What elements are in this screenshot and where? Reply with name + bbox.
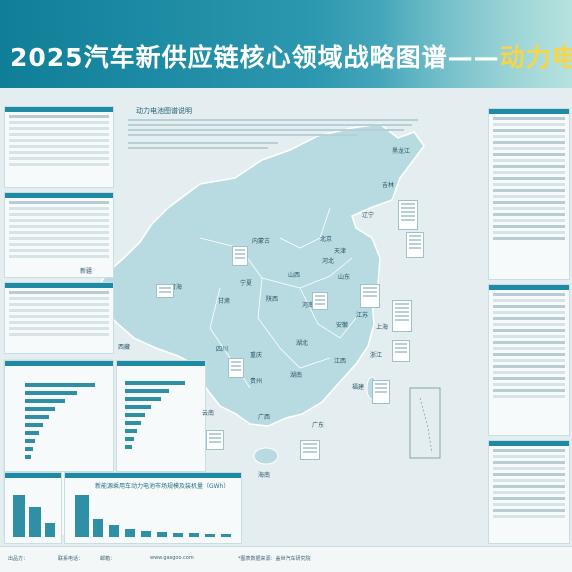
label-tianjin: 天津 [334, 248, 347, 255]
left-chart-caption [5, 366, 113, 376]
label-jiangxi: 江西 [334, 358, 347, 365]
left-panel-1 [4, 106, 114, 188]
label-jilin: 吉林 [382, 182, 395, 189]
label-hebei: 河北 [322, 258, 335, 265]
label-anhui: 安徽 [336, 322, 349, 329]
map-box [156, 284, 174, 298]
map-box [392, 340, 410, 362]
footer-item: *图表数据来源：盖世汽车研究院 [238, 556, 311, 562]
label-hubei: 湖北 [296, 340, 309, 347]
poster-title: 2025汽车新供应链核心领域战略图谱——动力电 [10, 38, 572, 74]
right-panel-1 [488, 108, 570, 280]
label-guangxi: 广西 [258, 414, 271, 421]
south-sea-inset [409, 387, 441, 459]
footer-item: 邮箱： [100, 556, 116, 562]
left-chart-panel [4, 360, 114, 472]
footer-item: www.gasgoo.com [150, 555, 194, 561]
legend-title: 动力电池图谱说明 [136, 107, 192, 115]
label-neimenggu: 内蒙古 [252, 238, 271, 245]
map-box [360, 284, 380, 308]
map-box [206, 430, 224, 450]
map-box [398, 200, 418, 230]
label-shanghai: 上海 [376, 324, 389, 331]
mid-chart-panel [116, 360, 206, 472]
map-box [372, 380, 390, 404]
footer-item: 出品方： [8, 556, 29, 562]
bottom-left-chart [4, 472, 62, 544]
label-liaoning: 辽宁 [362, 212, 375, 219]
capacity-chart-panel: 新能源乘用车动力电池市场规模及装机量（GWh） [64, 472, 242, 544]
footer: 出品方： 联系电话： 邮箱： www.gasgoo.com *图表数据来源：盖世… [0, 546, 572, 572]
title-accent: 动力电 [499, 43, 572, 72]
label-shaanxi: 陕西 [266, 296, 279, 303]
label-qinghai: 青海 [170, 284, 183, 291]
label-hunan: 湖南 [290, 372, 303, 379]
label-ningxia: 宁夏 [240, 280, 253, 287]
map-box [406, 232, 424, 258]
label-fujian: 福建 [352, 384, 365, 391]
label-henan: 河南 [302, 302, 315, 309]
label-beijing: 北京 [320, 236, 333, 243]
label-hainan: 海南 [258, 472, 271, 479]
hainan-island [253, 447, 279, 465]
title-dash: —— [447, 43, 500, 72]
title-bar: 2025汽车新供应链核心领域战略图谱——动力电 [0, 0, 572, 88]
capacity-chart-title: 新能源乘用车动力电池市场规模及装机量（GWh） [95, 483, 230, 490]
label-guizhou: 贵州 [250, 378, 263, 385]
map-box [312, 292, 328, 310]
title-shine [382, 0, 572, 88]
right-panel-2 [488, 284, 570, 436]
map-box [300, 440, 320, 460]
label-gansu: 甘肃 [218, 298, 231, 305]
title-main: 2025汽车新供应链核心领域战略图谱 [10, 43, 448, 72]
map-box [392, 300, 412, 332]
left-panel-3 [4, 282, 114, 354]
label-xizang: 西藏 [118, 344, 131, 351]
label-zhejiang: 浙江 [370, 352, 383, 359]
label-jiangsu: 江苏 [356, 312, 369, 319]
label-guangdong: 广东 [312, 422, 325, 429]
label-yunnan: 云南 [202, 410, 215, 417]
legend-block: 动力电池图谱说明 [128, 106, 428, 152]
label-sichuan: 四川 [216, 346, 229, 353]
label-shanxi: 山西 [288, 272, 301, 279]
label-chongqing: 重庆 [250, 352, 263, 359]
footer-item: 联系电话： [58, 556, 84, 562]
left-panel-2 [4, 192, 114, 278]
map-box [232, 246, 248, 266]
map-box [228, 358, 244, 378]
right-panel-3 [488, 440, 570, 544]
label-shandong: 山东 [338, 274, 351, 281]
label-xinjiang: 新疆 [80, 268, 93, 275]
label-heilongjiang: 黑龙江 [392, 148, 411, 155]
